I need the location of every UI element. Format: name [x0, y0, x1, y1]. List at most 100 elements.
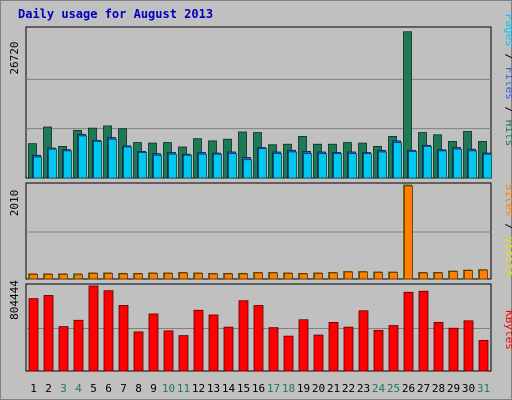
bar-sites: [359, 271, 368, 280]
bar-sites: [299, 273, 308, 280]
axis-label-pages: Pages: [503, 14, 512, 47]
bar-pages: [153, 154, 162, 179]
bar-kbytes: [88, 285, 99, 372]
x-tick-label: 3: [60, 382, 67, 395]
chart-panel-1: 26720 Pages / Files / Hits: [8, 14, 512, 179]
series-axis-label: Pages / Files / Hits: [503, 14, 512, 147]
axis-label-kbytes: KBytes: [503, 310, 512, 350]
bar-pages: [243, 159, 252, 179]
bar-pages: [333, 153, 342, 179]
bar-kbytes: [223, 326, 234, 372]
bar-pages: [33, 156, 42, 179]
series-axis-label: KBytes: [503, 310, 512, 350]
bar-sites: [479, 269, 488, 280]
bar-kbytes: [148, 313, 159, 372]
bar-pages: [273, 153, 282, 179]
bar-pages: [198, 153, 207, 179]
x-tick-label: 29: [447, 382, 460, 395]
x-tick-label: 25: [387, 382, 400, 395]
axis-label-files: Files: [503, 67, 512, 100]
bar-pages: [363, 153, 372, 179]
x-tick-label: 14: [222, 382, 236, 395]
bar-sites: [449, 271, 458, 280]
bar-kbytes: [328, 321, 339, 372]
bar-kbytes: [58, 326, 69, 372]
bar-kbytes: [313, 334, 324, 372]
bar-pages: [213, 153, 222, 179]
bar-pages: [78, 135, 87, 179]
bar-sites: [329, 272, 338, 280]
bar-pages: [168, 153, 177, 179]
x-axis-labels: 1 2 3 4 5 6 7 8 9 10 11 12 13 14 15 16 17 18 19 20 21 22 23 24 2…: [30, 382, 490, 395]
bar-kbytes: [238, 300, 249, 372]
bar-sites: [74, 274, 83, 280]
bar-pages: [438, 150, 447, 179]
bar-kbytes: [103, 290, 114, 372]
y-max-label: 804444: [8, 280, 21, 320]
axis-label-sites: Sites: [503, 184, 512, 217]
x-tick-label: 24: [372, 382, 386, 395]
bar-pages: [483, 153, 492, 179]
bar-pages: [393, 142, 402, 179]
x-tick-label: 17: [267, 382, 280, 395]
bar-pages: [348, 153, 357, 179]
bar-sites: [239, 273, 248, 280]
bar-pages: [63, 150, 72, 179]
bar-kbytes: [478, 339, 489, 372]
x-tick-label: 7: [120, 382, 127, 395]
bar-sites: [344, 271, 353, 280]
x-tick-label: 1: [30, 382, 37, 395]
bar-pages: [123, 146, 132, 179]
series-axis-label: Sites / Visits: [503, 184, 512, 277]
bar-sites: [59, 273, 68, 280]
axis-label-separator: /: [503, 217, 512, 237]
bar-pages: [183, 154, 192, 179]
bar-pages: [423, 146, 432, 179]
bar-kbytes: [373, 329, 384, 372]
bar-kbytes: [163, 330, 174, 372]
bar-kbytes: [193, 309, 204, 372]
bar-kbytes: [73, 319, 84, 372]
bar-sites: [149, 272, 158, 280]
bar-pages: [93, 141, 102, 179]
x-tick-label: 31: [477, 382, 490, 395]
chart-panel-2: 2010 Sites / Visits: [8, 182, 512, 280]
x-tick-label: 19: [297, 382, 310, 395]
bar-pages: [408, 151, 417, 179]
bar-kbytes: [388, 325, 399, 372]
x-tick-label: 9: [150, 382, 157, 395]
bar-pages: [138, 152, 147, 179]
bar-sites: [389, 272, 398, 280]
chart-panel-3: 804444 KBytes: [8, 280, 512, 372]
bar-kbytes: [298, 319, 309, 372]
bar-sites: [134, 273, 143, 280]
y-max-label: 2010: [8, 190, 21, 217]
x-tick-label: 21: [327, 382, 340, 395]
x-tick-label: 23: [357, 382, 370, 395]
axis-label-hits: Hits: [503, 120, 512, 147]
bar-sites: [209, 273, 218, 280]
bar-sites: [89, 272, 98, 280]
bar-pages: [288, 151, 297, 179]
bar-kbytes: [448, 327, 459, 372]
bar-kbytes: [28, 298, 39, 372]
x-tick-label: 4: [75, 382, 82, 395]
bar-sites: [404, 185, 413, 280]
x-tick-label: 20: [312, 382, 325, 395]
x-tick-label: 13: [207, 382, 220, 395]
bar-sites: [164, 272, 173, 280]
bar-sites: [29, 273, 38, 280]
bar-sites: [434, 272, 443, 280]
x-tick-label: 27: [417, 382, 430, 395]
bar-sites: [419, 272, 428, 280]
bar-kbytes: [253, 305, 264, 372]
bar-kbytes: [403, 291, 414, 372]
bar-sites: [179, 272, 188, 280]
x-tick-label: 30: [462, 382, 475, 395]
bar-pages: [228, 153, 237, 179]
bar-sites: [374, 272, 383, 280]
bar-kbytes: [208, 314, 219, 372]
x-tick-label: 2: [45, 382, 52, 395]
